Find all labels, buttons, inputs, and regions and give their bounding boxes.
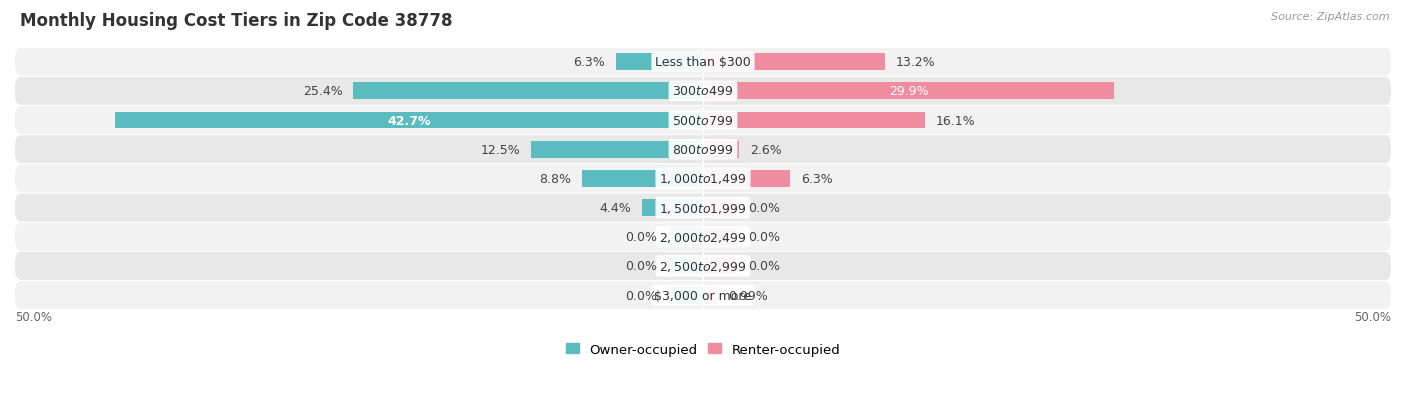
Text: Monthly Housing Cost Tiers in Zip Code 38778: Monthly Housing Cost Tiers in Zip Code 3… [20, 12, 453, 30]
Bar [703, 141, 738, 158]
Text: $1,500 to $1,999: $1,500 to $1,999 [659, 201, 747, 215]
Bar [643, 199, 703, 216]
Text: 6.3%: 6.3% [574, 56, 606, 69]
Bar [531, 141, 703, 158]
Text: 4.4%: 4.4% [600, 202, 631, 214]
Text: $800 to $999: $800 to $999 [672, 143, 734, 157]
Text: 0.0%: 0.0% [748, 260, 780, 273]
Text: 13.2%: 13.2% [896, 56, 935, 69]
FancyBboxPatch shape [15, 49, 1391, 76]
Text: 16.1%: 16.1% [935, 114, 976, 127]
Text: $3,000 or more: $3,000 or more [655, 289, 751, 302]
Text: 0.0%: 0.0% [626, 289, 658, 302]
FancyBboxPatch shape [15, 194, 1391, 222]
Text: 2.6%: 2.6% [749, 143, 782, 157]
Bar [703, 83, 1115, 100]
Bar [703, 229, 737, 246]
Bar [703, 171, 790, 188]
Bar [703, 258, 737, 275]
Text: $500 to $799: $500 to $799 [672, 114, 734, 127]
Text: 0.99%: 0.99% [728, 289, 768, 302]
Bar [703, 287, 717, 304]
Text: 12.5%: 12.5% [481, 143, 520, 157]
FancyBboxPatch shape [15, 223, 1391, 251]
Text: 0.0%: 0.0% [626, 260, 658, 273]
Text: Source: ZipAtlas.com: Source: ZipAtlas.com [1271, 12, 1389, 22]
Text: $300 to $499: $300 to $499 [672, 85, 734, 98]
Text: $2,500 to $2,999: $2,500 to $2,999 [659, 259, 747, 273]
FancyBboxPatch shape [15, 136, 1391, 164]
FancyBboxPatch shape [15, 252, 1391, 280]
Bar [669, 287, 703, 304]
Text: 0.0%: 0.0% [748, 202, 780, 214]
Bar [703, 54, 884, 71]
Text: 25.4%: 25.4% [302, 85, 343, 98]
Bar [353, 83, 703, 100]
Bar [616, 54, 703, 71]
Text: 50.0%: 50.0% [15, 310, 52, 323]
Text: 0.0%: 0.0% [748, 230, 780, 244]
FancyBboxPatch shape [15, 165, 1391, 193]
Bar [669, 258, 703, 275]
Bar [669, 229, 703, 246]
FancyBboxPatch shape [15, 281, 1391, 309]
Legend: Owner-occupied, Renter-occupied: Owner-occupied, Renter-occupied [560, 337, 846, 361]
Text: Less than $300: Less than $300 [655, 56, 751, 69]
Text: 29.9%: 29.9% [889, 85, 928, 98]
Bar [703, 112, 925, 129]
Bar [703, 199, 737, 216]
Text: 0.0%: 0.0% [626, 230, 658, 244]
Bar [582, 171, 703, 188]
Text: $1,000 to $1,499: $1,000 to $1,499 [659, 172, 747, 186]
Text: $2,000 to $2,499: $2,000 to $2,499 [659, 230, 747, 244]
Text: 6.3%: 6.3% [800, 173, 832, 185]
Bar [115, 112, 703, 129]
FancyBboxPatch shape [15, 78, 1391, 106]
FancyBboxPatch shape [15, 107, 1391, 135]
Text: 42.7%: 42.7% [388, 114, 432, 127]
Text: 8.8%: 8.8% [538, 173, 571, 185]
Text: 50.0%: 50.0% [1354, 310, 1391, 323]
